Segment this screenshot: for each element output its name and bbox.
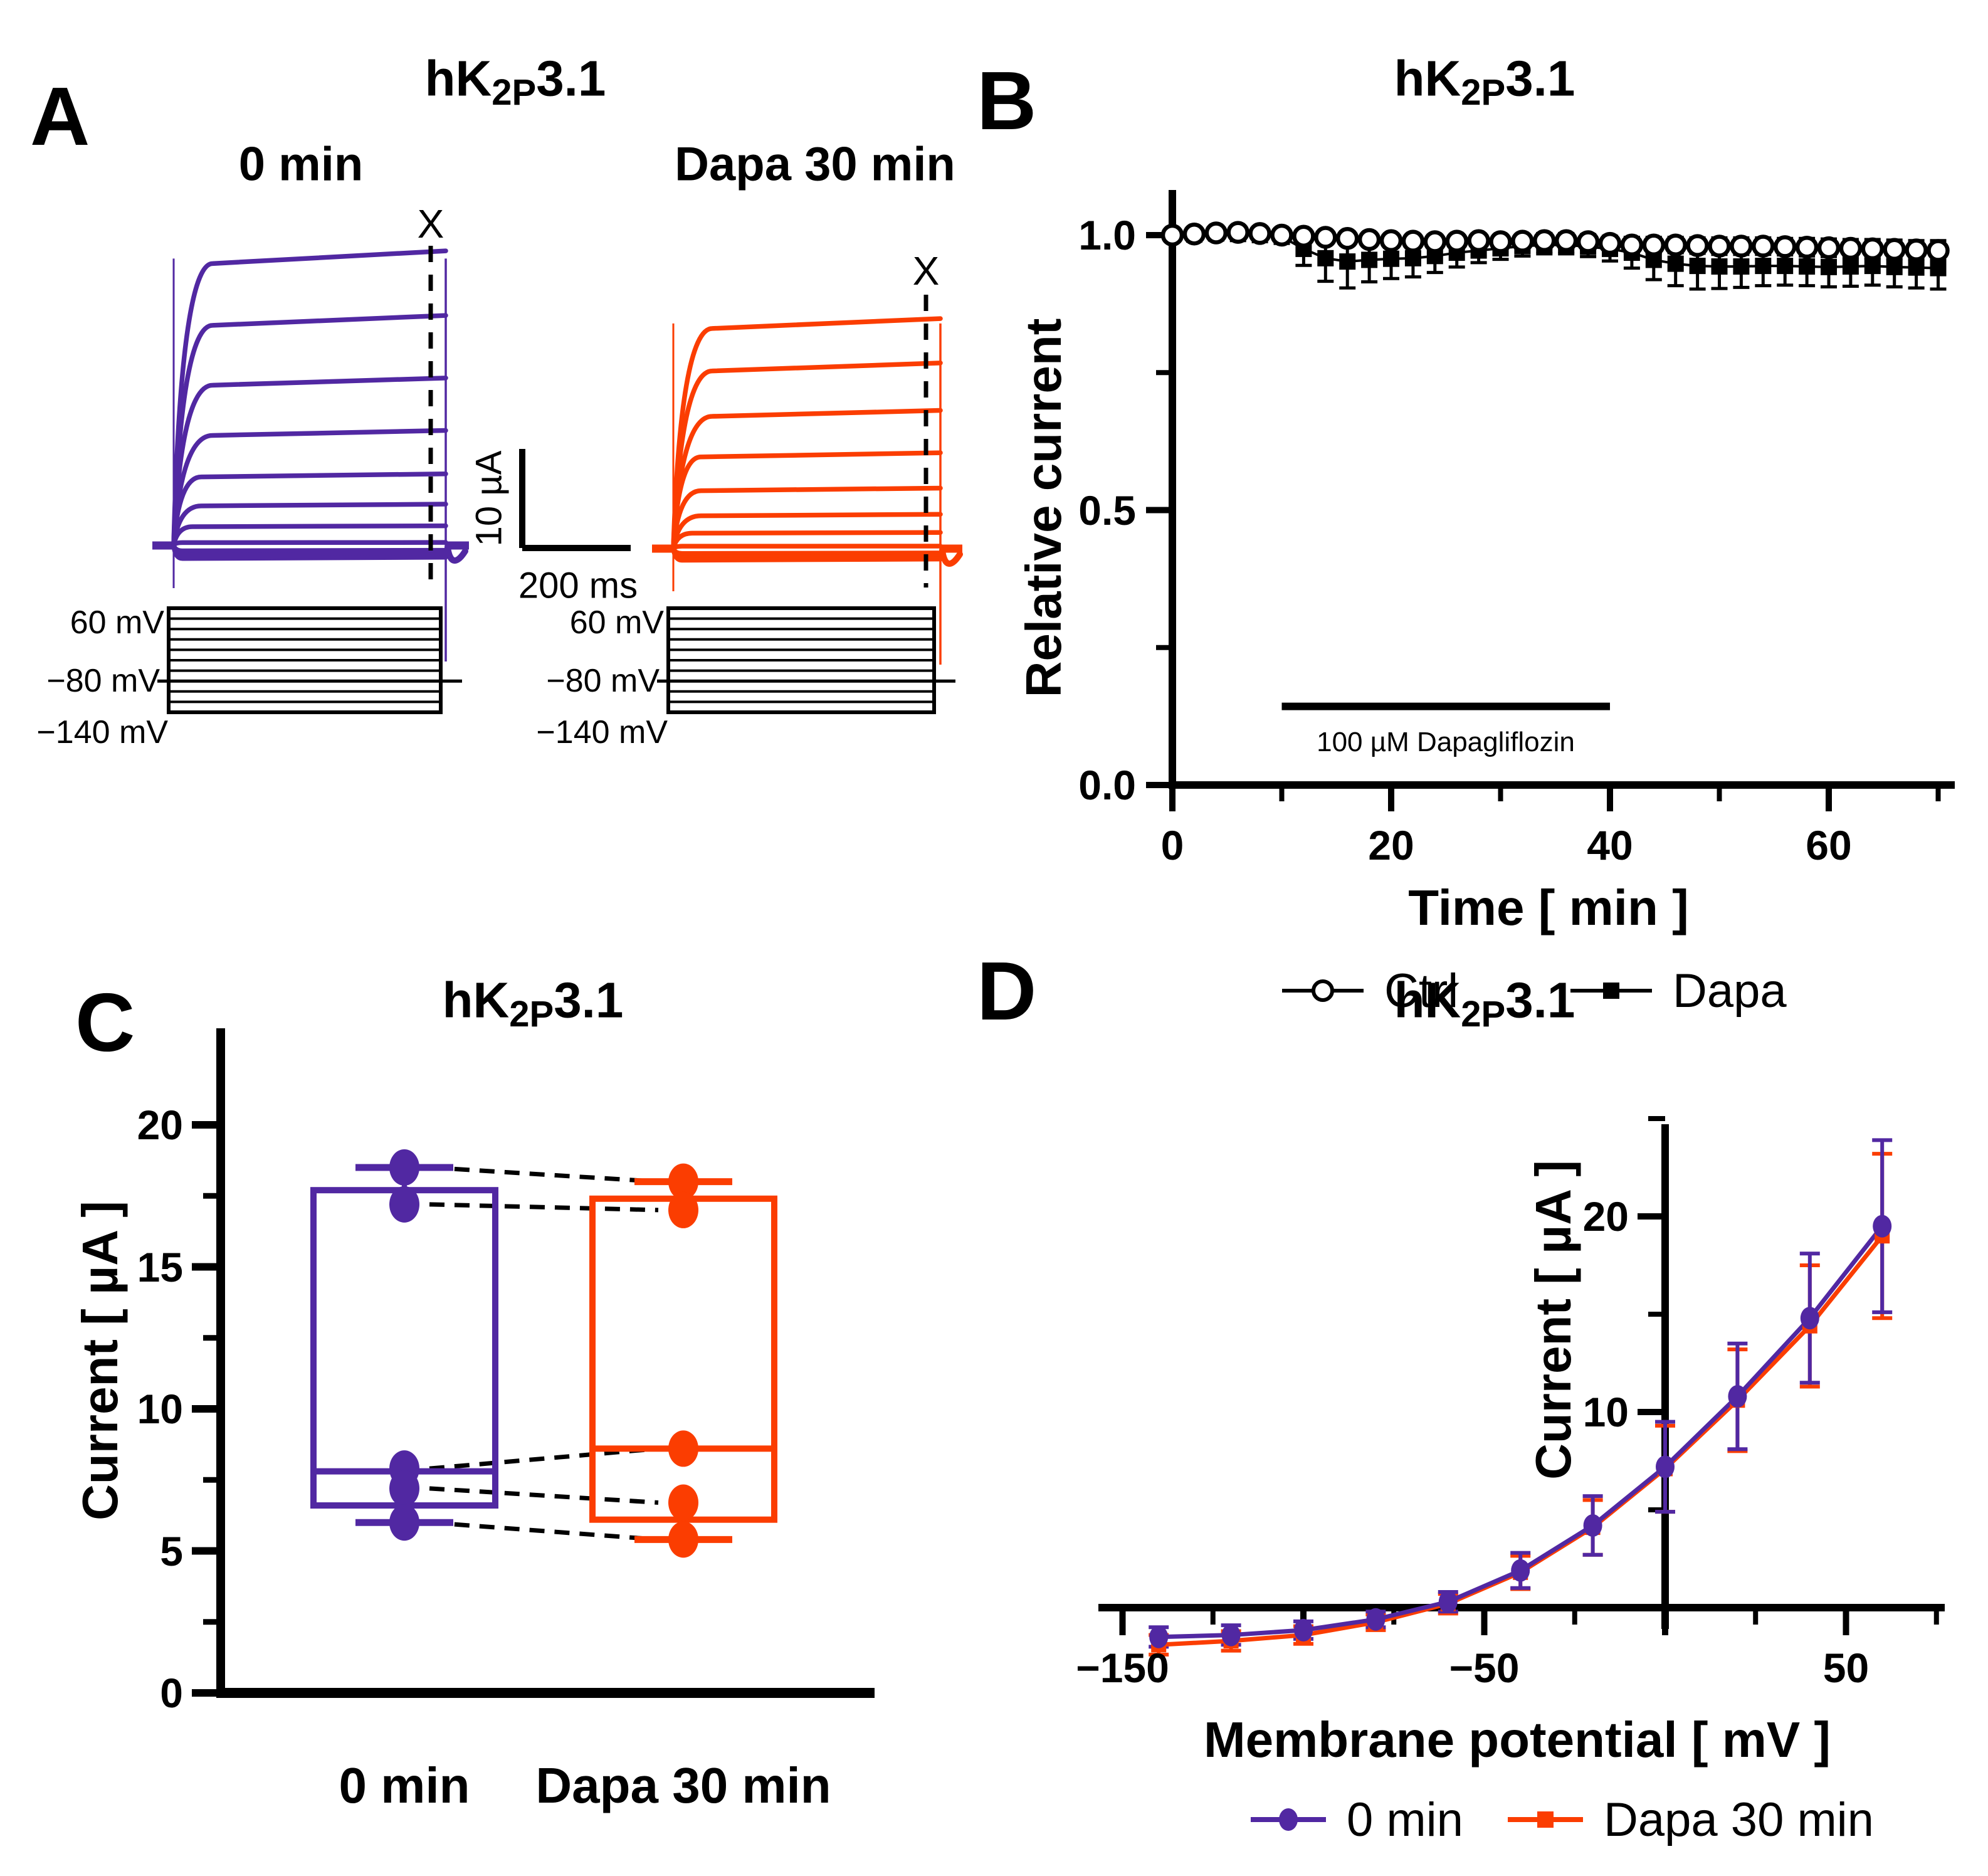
- c-data-point: [668, 1430, 698, 1467]
- d-y-tick-label: 20: [1582, 1193, 1629, 1240]
- scalebar-time-label: 200 ms: [518, 565, 638, 606]
- scalebar: [519, 449, 631, 551]
- panel-c-title: hK2P3.1: [442, 972, 624, 1035]
- c-category-0min: 0 min: [339, 1757, 470, 1813]
- panel-d-title: hK2P3.1: [1394, 972, 1575, 1035]
- b-legend-ctrl-label: Ctrl: [1384, 964, 1459, 1018]
- dapa-legend-marker: [1570, 983, 1652, 999]
- d-x-tick-label: −150: [1076, 1645, 1169, 1691]
- c-box-dapa30: [589, 1163, 777, 1558]
- analysis-timepoint-x-right: X: [912, 248, 940, 293]
- A-right-traces: [652, 295, 963, 665]
- trace-left-title: 0 min: [238, 137, 364, 191]
- c-data-point: [389, 1186, 419, 1223]
- c-data-point: [668, 1521, 698, 1558]
- trace-right-title: Dapa 30 min: [675, 137, 955, 191]
- d-y-tick-label: 10: [1582, 1389, 1629, 1435]
- b-x-tick-label: 20: [1368, 822, 1414, 868]
- d-legend-dapa30: Dapa 30 min: [1505, 1793, 1874, 1847]
- d-legend-0min-label: 0 min: [1347, 1793, 1463, 1847]
- b-y-tick-label: 0.0: [1078, 762, 1136, 808]
- protocol-right-m140mv-label: −140 mV: [536, 714, 668, 751]
- panel-b-letter: B: [977, 55, 1037, 147]
- c-y-axis-label: Current [ µA ]: [72, 1201, 128, 1520]
- protocol-left-m80mv-label: −80 mV: [46, 663, 160, 699]
- c-data-point: [668, 1163, 698, 1200]
- d-x-axis-label: Membrane potential [ mV ]: [1203, 1712, 1831, 1768]
- b-legend-dapa: Dapa: [1567, 964, 1787, 1018]
- protocol-right-m80mv-label: −80 mV: [546, 663, 660, 699]
- d-x-tick-label: −50: [1449, 1645, 1520, 1691]
- protocol-right: [657, 606, 955, 714]
- c-data-point: [389, 1504, 419, 1541]
- protocol-left: [157, 606, 462, 714]
- d-legend-dapa30-label: Dapa 30 min: [1604, 1793, 1874, 1847]
- c-data-point: [389, 1470, 419, 1507]
- c-paired-lines: [429, 1165, 659, 1542]
- b-legend-dapa-label: Dapa: [1673, 964, 1787, 1018]
- protocol-left-m140mv-label: −140 mV: [36, 714, 168, 751]
- b-x-axis-label: Time [ min ]: [1408, 880, 1689, 935]
- analysis-timepoint-x-left: X: [417, 201, 444, 246]
- protocol-left-60mv-label: 60 mV: [70, 604, 164, 641]
- c-data-point: [389, 1149, 419, 1186]
- ctrl-legend-marker: [1282, 979, 1364, 1002]
- b-y-tick-label: 0.5: [1078, 487, 1136, 534]
- protocol-right-60mv-label: 60 mV: [569, 604, 664, 641]
- d-legend-0min: 0 min: [1248, 1793, 1463, 1847]
- b-x-tick-label: 0: [1160, 822, 1184, 868]
- c-y-tick-label: 0: [160, 1670, 183, 1716]
- c-category-dapa30: Dapa 30 min: [535, 1757, 831, 1813]
- c-y-tick-label: 15: [137, 1243, 183, 1290]
- b-y-axis-label: Relative current: [1016, 318, 1071, 698]
- c-y-tick-label: 10: [137, 1386, 183, 1432]
- b-series-ctrl: [1160, 221, 1950, 262]
- c-y-tick-label: 5: [160, 1527, 183, 1574]
- panel-d-letter: D: [977, 945, 1037, 1037]
- panel-b-title: hK2P3.1: [1394, 50, 1575, 113]
- d-markers-0min: [1149, 1215, 1892, 1648]
- c-axes: [192, 1028, 875, 1698]
- d-legend-0min-marker: [1251, 1808, 1326, 1831]
- panel-a-letter: A: [30, 70, 90, 162]
- panel-c-letter: C: [75, 976, 135, 1068]
- d-y-axis-label: Current [ µA ]: [1525, 1160, 1581, 1480]
- b-x-tick-label: 40: [1587, 822, 1633, 868]
- b-x-tick-label: 60: [1806, 822, 1852, 868]
- b-axes: [1146, 190, 1955, 811]
- scalebar-current-label: 10 µA: [468, 450, 510, 547]
- panel-a-title: hK2P3.1: [424, 50, 606, 113]
- drug-application-label: 100 µM Dapagliflozin: [1317, 727, 1575, 757]
- c-data-point: [668, 1484, 698, 1521]
- c-data-point: [668, 1191, 698, 1228]
- b-y-tick-label: 1.0: [1078, 212, 1136, 258]
- c-y-tick-label: 20: [137, 1102, 183, 1148]
- c-box-0min: [310, 1149, 498, 1541]
- b-legend-ctrl: Ctrl: [1279, 964, 1459, 1018]
- A-left-traces: [152, 246, 469, 661]
- d-x-tick-label: 50: [1822, 1645, 1870, 1691]
- d-legend-dapa30-marker: [1508, 1811, 1583, 1828]
